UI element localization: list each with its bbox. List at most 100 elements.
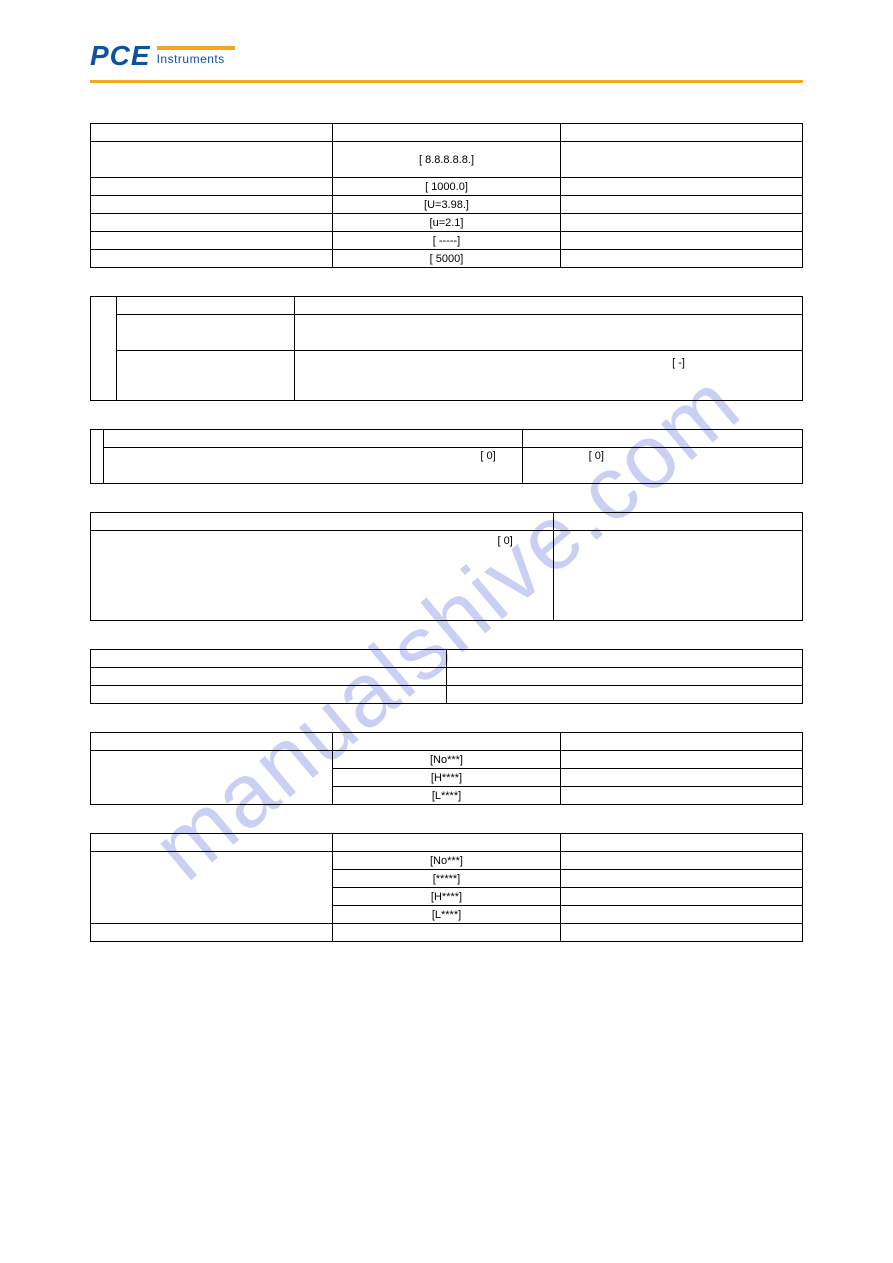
table-display-values: [ 8.8.8.8.8.] [ 1000.0] [U=3.98.] [u=2.1… — [90, 123, 803, 268]
cell-empty — [295, 297, 803, 315]
table-row: [ 0] — [91, 531, 803, 621]
cell-value: [U=3.98.] — [333, 196, 561, 214]
cell-empty — [91, 250, 333, 268]
table-row: [No***] — [91, 852, 803, 870]
cell-empty — [91, 733, 333, 751]
cell-value: [ -----] — [333, 232, 561, 250]
cell-empty — [560, 214, 802, 232]
table-section-2: [ -] — [90, 296, 803, 401]
cell-empty — [333, 924, 561, 942]
table-row — [91, 834, 803, 852]
cell-empty — [333, 124, 561, 142]
cell-empty — [91, 232, 333, 250]
cell-empty — [117, 351, 295, 401]
cell-empty — [91, 924, 333, 942]
cell-empty — [560, 924, 802, 942]
logo-pce-text: PCE — [90, 40, 151, 72]
cell-empty — [560, 250, 802, 268]
cell-empty — [553, 513, 802, 531]
table-row: [ -----] — [91, 232, 803, 250]
cell-empty — [117, 315, 295, 351]
cell-value: [ -] — [295, 351, 803, 401]
cell-empty — [560, 733, 802, 751]
cell-empty — [560, 852, 802, 870]
cell-empty — [560, 232, 802, 250]
cell-empty — [560, 142, 802, 178]
cell-empty — [560, 196, 802, 214]
table-section-5 — [90, 649, 803, 704]
table-row — [91, 686, 803, 704]
cell-empty — [560, 834, 802, 852]
table-row: [ 1000.0] — [91, 178, 803, 196]
table-row — [91, 650, 803, 668]
cell-value: [L****] — [333, 787, 561, 805]
cell-empty — [560, 769, 802, 787]
cell-empty — [91, 834, 333, 852]
cell-empty — [104, 430, 523, 448]
table-row: [ -] — [91, 351, 803, 401]
cell-empty — [560, 124, 802, 142]
cell-empty — [91, 513, 554, 531]
table-row — [91, 297, 803, 315]
table-row — [91, 430, 803, 448]
logo-yellow-bar — [157, 46, 235, 50]
table-row — [91, 668, 803, 686]
page-content: [ 8.8.8.8.8.] [ 1000.0] [U=3.98.] [u=2.1… — [90, 123, 803, 942]
cell-empty — [447, 650, 803, 668]
cell-empty — [91, 124, 333, 142]
table-row — [91, 924, 803, 942]
cell-empty — [91, 430, 104, 484]
cell-value: [No***] — [333, 751, 561, 769]
table-row: [ 8.8.8.8.8.] — [91, 142, 803, 178]
table-row: [ 5000] — [91, 250, 803, 268]
cell-value: [ 0] — [522, 448, 802, 484]
cell-empty — [91, 214, 333, 232]
cell-value: [H****] — [333, 769, 561, 787]
cell-empty — [560, 888, 802, 906]
cell-value: [ 0] — [104, 448, 523, 484]
cell-empty — [447, 668, 803, 686]
table-section-7: [No***] [*****] [H****] [L****] — [90, 833, 803, 942]
header-divider — [90, 80, 803, 83]
table-row — [91, 124, 803, 142]
cell-empty — [560, 787, 802, 805]
cell-empty — [560, 870, 802, 888]
table-row — [91, 315, 803, 351]
cell-empty — [91, 297, 117, 401]
table-row: [U=3.98.] — [91, 196, 803, 214]
cell-value: [ 8.8.8.8.8.] — [333, 142, 561, 178]
table-section-3: [ 0] [ 0] — [90, 429, 803, 484]
cell-empty — [91, 668, 447, 686]
cell-empty — [333, 733, 561, 751]
cell-value: [H****] — [333, 888, 561, 906]
cell-empty — [91, 852, 333, 924]
table-row — [91, 513, 803, 531]
cell-empty — [447, 686, 803, 704]
cell-empty — [91, 751, 333, 805]
cell-empty — [333, 834, 561, 852]
table-section-6: [No***] [H****] [L****] — [90, 732, 803, 805]
cell-value: [ 1000.0] — [333, 178, 561, 196]
table-row: [No***] — [91, 751, 803, 769]
cell-empty — [295, 315, 803, 351]
cell-empty — [91, 686, 447, 704]
cell-empty — [117, 297, 295, 315]
logo-instruments-text: Instruments — [157, 52, 235, 66]
logo-instruments-group: Instruments — [157, 46, 235, 66]
cell-value: [No***] — [333, 852, 561, 870]
cell-empty — [553, 531, 802, 621]
cell-empty — [560, 751, 802, 769]
cell-empty — [560, 906, 802, 924]
cell-empty — [91, 142, 333, 178]
cell-empty — [560, 178, 802, 196]
table-row: [ 0] [ 0] — [91, 448, 803, 484]
cell-value: [*****] — [333, 870, 561, 888]
cell-empty — [91, 196, 333, 214]
cell-empty — [91, 650, 447, 668]
cell-value: [u=2.1] — [333, 214, 561, 232]
cell-empty — [522, 430, 802, 448]
table-row: [u=2.1] — [91, 214, 803, 232]
cell-value: [L****] — [333, 906, 561, 924]
cell-value: [ 0] — [91, 531, 554, 621]
table-row — [91, 733, 803, 751]
